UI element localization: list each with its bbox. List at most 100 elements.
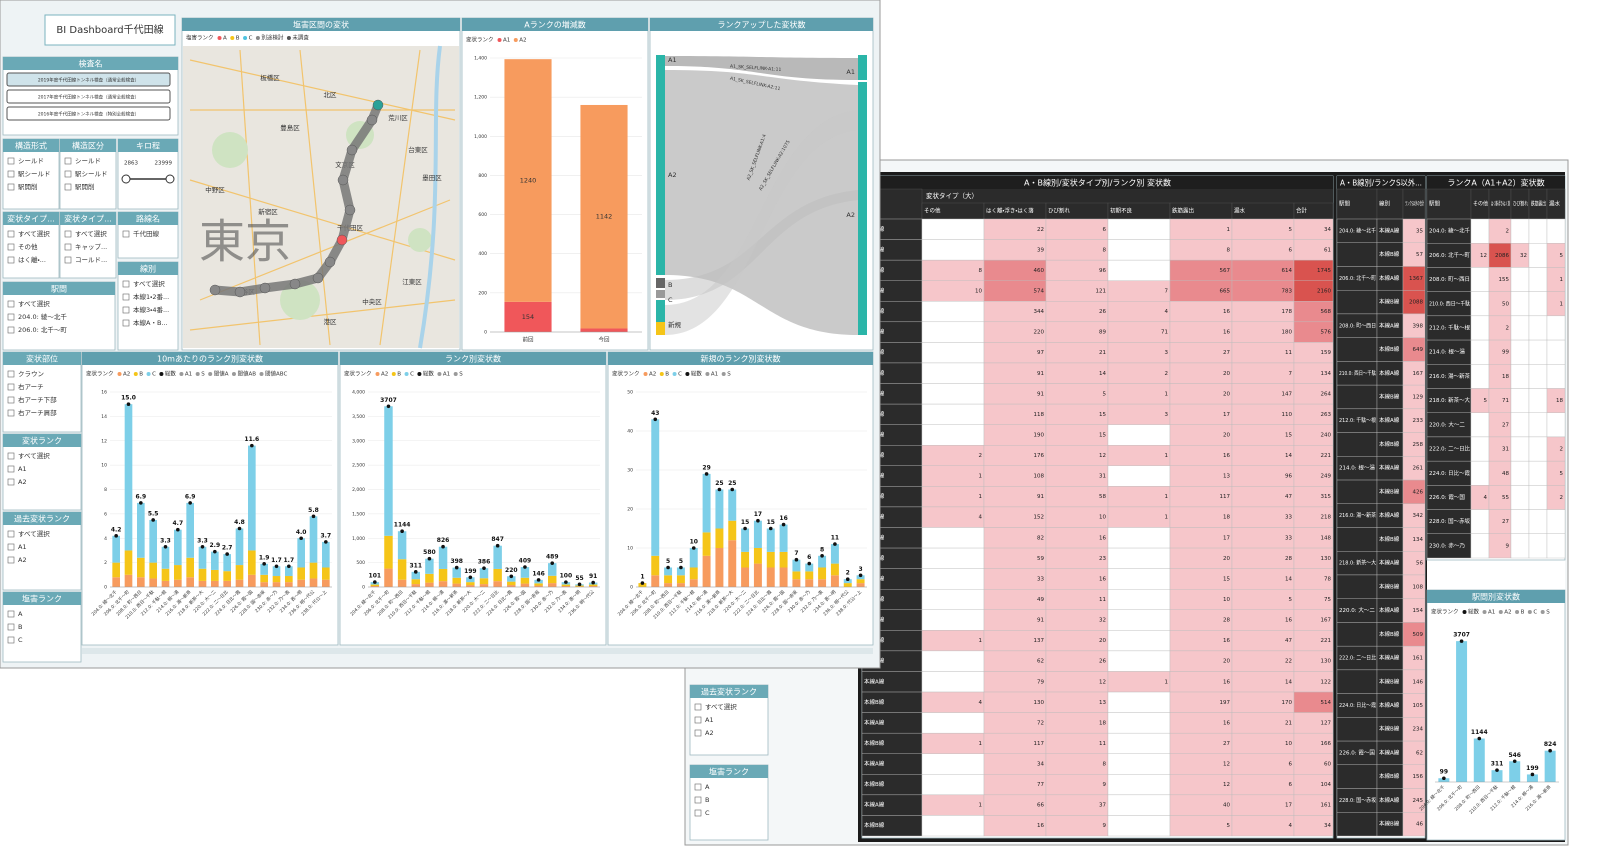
cell-text: 220 [1034,330,1045,336]
legend-swatch [230,36,235,40]
cell-text: 本線B線 [1379,725,1400,733]
cell-text: 4 [1484,495,1488,501]
bar-segment [689,548,698,568]
checkbox[interactable] [64,243,72,251]
checkbox[interactable] [7,452,15,460]
checkbox[interactable] [122,319,130,327]
checkbox[interactable] [7,610,15,618]
cell-text: 108 [1413,584,1424,590]
checkbox-label: すべて選択 [705,702,737,711]
checkbox[interactable] [7,530,15,538]
y-tick-label: 0 [362,585,365,591]
bar-segment [818,579,827,587]
checkbox[interactable] [122,230,130,238]
cell-text: 62 [1037,659,1044,665]
panel-title: 駅間 [51,285,67,294]
table-cell [1426,218,1472,244]
checkbox[interactable] [7,543,15,551]
checkbox[interactable] [7,623,15,631]
checkbox[interactable] [64,170,72,178]
segment-label: 1240 [520,177,537,185]
checkbox[interactable] [7,157,15,165]
legend-swatch [1462,610,1467,614]
checkbox[interactable] [122,280,130,288]
cell-text: 91 [1037,371,1044,377]
table-cell [921,239,985,261]
panel-header [118,139,178,152]
cell-text: 210.0: 西日～千駄 [1339,369,1376,377]
total-dot [250,443,254,448]
checkbox[interactable] [7,383,15,391]
checkbox[interactable] [64,157,72,165]
checkbox[interactable] [7,326,15,334]
option-button[interactable] [6,89,171,104]
cell-text: 32 [1520,253,1527,259]
checkbox[interactable] [7,478,15,486]
checkbox[interactable] [694,809,702,817]
table-cell [1470,509,1490,534]
cell-text: 本線B線 [1379,630,1400,638]
checkbox[interactable] [694,796,702,804]
bar-segment [411,571,420,580]
cell-text: 20 [1223,659,1230,665]
checkbox[interactable] [694,783,702,791]
cell-text: 264 [1321,391,1332,397]
checkbox[interactable] [7,300,15,308]
table-cell [1045,218,1109,240]
route-point [372,99,384,111]
cell-text: 1367 [1409,276,1423,282]
total-dot [743,526,747,531]
checkbox[interactable] [7,396,15,404]
cell-text: 460 [1034,268,1045,274]
checkbox[interactable] [64,183,72,191]
route-point [337,174,349,186]
cell-text: 3 [1165,350,1169,356]
checkbox[interactable] [122,293,130,301]
checkbox[interactable] [7,409,15,417]
bar-segment [588,584,598,587]
map-road [189,299,456,331]
checkbox[interactable] [7,170,15,178]
legend-label: A2 [649,372,656,378]
bar-segment [792,571,801,580]
cell-text: 59 [1037,556,1044,562]
total-label: 4.0 [296,529,307,536]
panel [117,261,179,351]
checkbox[interactable] [694,716,702,724]
checkbox[interactable] [122,306,130,314]
cell-text: 12 [1480,253,1487,259]
checkbox[interactable] [694,729,702,737]
checkbox[interactable] [64,256,72,264]
y-tick-label: 0 [484,330,487,336]
checkbox[interactable] [7,183,15,191]
checkbox[interactable] [694,703,702,711]
range-handle[interactable] [165,174,175,184]
checkbox[interactable] [7,370,15,378]
total-dot [640,581,645,585]
flow-label: A1_SK_SELFLINK-A1:11 [730,64,782,74]
table-cell [921,753,985,775]
checkbox[interactable] [7,256,15,264]
checkbox[interactable] [7,313,15,321]
checkbox[interactable] [7,465,15,473]
cell-text: 49 [1037,597,1044,603]
option-button[interactable] [6,106,171,121]
table-cell [1470,315,1490,341]
range-handle[interactable] [121,174,131,184]
bar [1473,738,1485,782]
checkbox[interactable] [7,230,15,238]
cell-text: 61 [1324,247,1331,253]
checkbox[interactable] [7,243,15,251]
table-cell [1426,485,1472,510]
checkbox[interactable] [7,556,15,564]
cell-text: 本線B線 [1379,250,1400,258]
checkbox[interactable] [7,636,15,644]
checkbox[interactable] [64,230,72,238]
table-cell [1107,465,1171,487]
column-header: ランクS以外の合計 [1405,200,1424,208]
cell-text: 258 [1413,442,1424,448]
bar-segment [438,568,448,582]
cell-text: 26 [1099,659,1106,665]
checkbox-label: B [705,796,709,804]
option-button[interactable] [6,72,171,87]
